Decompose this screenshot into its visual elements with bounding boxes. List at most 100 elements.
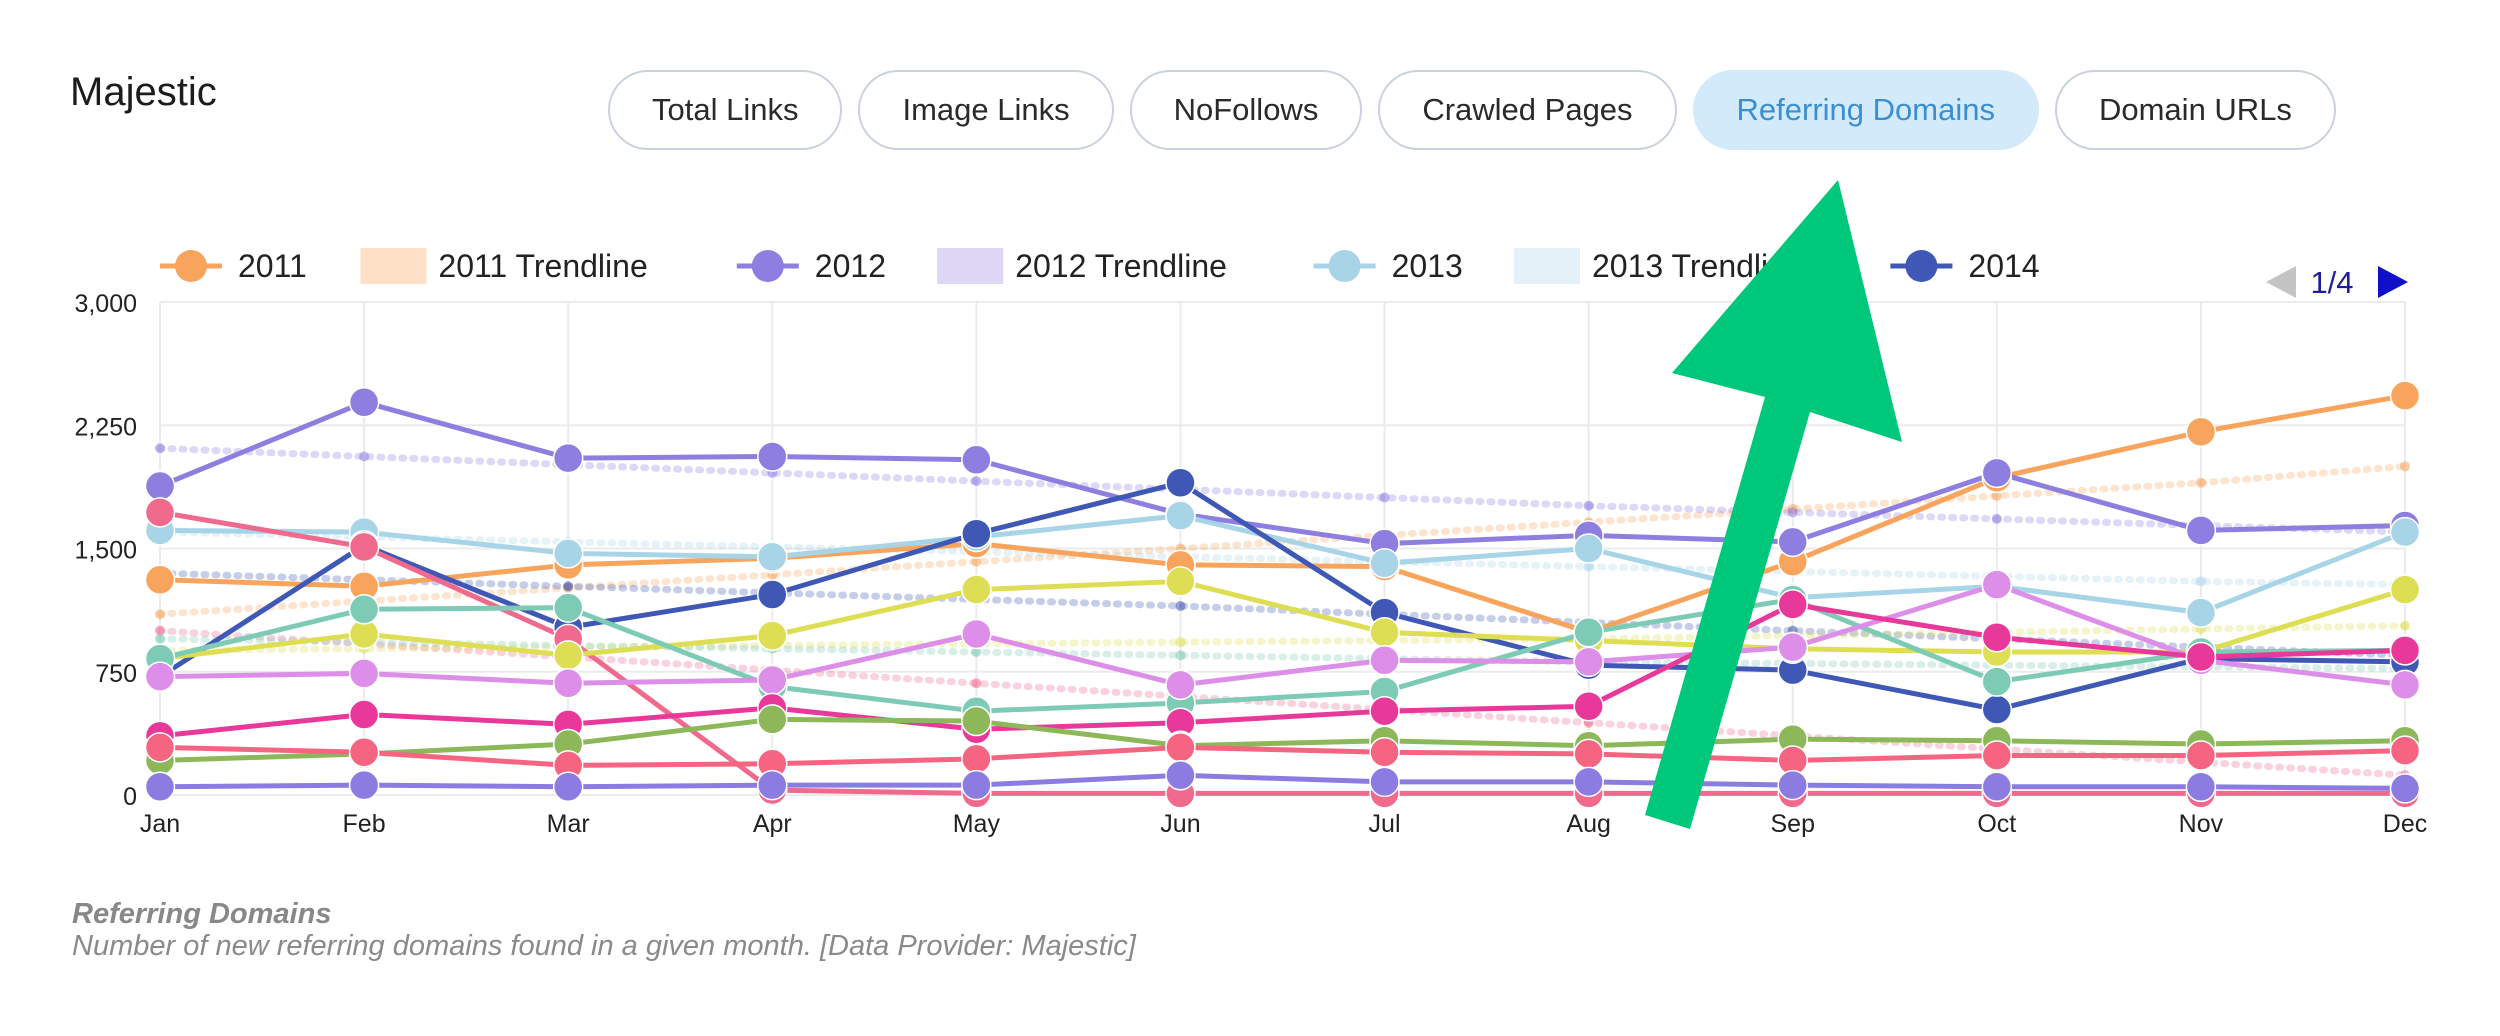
data-point: [1573, 691, 1604, 722]
chart-axes: 0 750 1,500 2,250 3,000 Jan Feb Mar Apr May Jun Jul…: [74, 290, 2427, 838]
data-point: [757, 541, 788, 572]
legend-next-icon[interactable]: [2378, 266, 2408, 298]
data-point: [1777, 631, 1808, 663]
trendline-point: [1379, 492, 1390, 503]
data-point: [757, 579, 788, 610]
data-point: [348, 769, 380, 801]
data-point: [348, 531, 380, 563]
data-point: [757, 704, 788, 735]
legend-band-swatch: [937, 248, 1004, 284]
data-point: [1981, 569, 2013, 600]
trendline-point: [1787, 507, 1798, 518]
trendline-6: [156, 635, 2409, 672]
series-line-0: [159, 393, 2406, 635]
data-point: [2185, 641, 2217, 673]
tab-domain-urls[interactable]: Domain URLs: [2054, 70, 2336, 150]
data-point: [552, 538, 584, 569]
data-point: [961, 618, 992, 650]
data-point: [961, 769, 992, 801]
data-point: [1369, 644, 1400, 676]
trendline-point: [155, 625, 165, 636]
data-point: [961, 444, 992, 476]
trendline-4: [156, 627, 2409, 779]
y-tick-label: 2,250: [74, 413, 137, 441]
y-tick-label: 750: [95, 660, 137, 688]
data-point: [1981, 457, 2013, 489]
trendline-point: [2400, 620, 2410, 631]
series-line-2: [159, 513, 2406, 616]
tab-nofollows[interactable]: NoFollows: [1129, 70, 1363, 150]
data-point: [552, 668, 584, 699]
data-point: [961, 518, 992, 549]
data-point: [1165, 669, 1196, 701]
tab-referring-domains[interactable]: Referring Domains: [1692, 70, 2039, 150]
series-line-6: [159, 596, 2406, 714]
data-point: [1777, 769, 1808, 801]
x-tick-label: Jan: [140, 810, 180, 838]
trendline-point: [971, 556, 982, 567]
data-point: [757, 620, 788, 651]
series-lines: [158, 393, 2406, 796]
x-tick-label: Oct: [1977, 810, 2016, 838]
x-tick-label: Jul: [1369, 810, 1401, 838]
trendline-1: [156, 444, 2409, 536]
data-point: [1573, 646, 1604, 678]
trendline-2: [156, 528, 2409, 589]
trendline-point: [2195, 576, 2206, 587]
tab-total-links[interactable]: Total Links: [608, 70, 843, 150]
series-line-5: [159, 578, 2406, 662]
data-point: [1573, 766, 1604, 798]
legend-item-2[interactable]: 2012: [736, 248, 886, 284]
trendline-point: [1175, 650, 1186, 661]
data-point: [348, 737, 380, 768]
x-tick-label: Nov: [2179, 810, 2224, 838]
series-line-4: [159, 509, 2405, 796]
series-points: [144, 380, 2421, 809]
data-point: [2389, 516, 2421, 548]
legend-label: 2011: [238, 248, 307, 284]
x-tick-label: Jun: [1160, 810, 1200, 838]
legend-item-6[interactable]: 2014: [1890, 248, 2040, 284]
legend-label: 2012 Trendline: [1015, 248, 1227, 284]
data-point: [144, 564, 176, 595]
legend-pager: 1/4: [2266, 265, 2408, 300]
data-point: [757, 441, 788, 472]
data-point: [1369, 766, 1400, 798]
data-point: [2185, 740, 2217, 771]
data-point: [1981, 621, 2013, 653]
tab-image-links[interactable]: Image Links: [858, 70, 1114, 150]
legend-page-indicator: 1/4: [2310, 265, 2353, 300]
series-line-8: [159, 601, 2406, 739]
data-point: [552, 592, 584, 623]
data-point: [1165, 566, 1196, 597]
legend-item-0[interactable]: 2011: [160, 248, 307, 284]
data-point: [144, 732, 176, 763]
data-point: [961, 574, 992, 605]
data-point: [2389, 735, 2421, 766]
data-point: [757, 769, 788, 801]
series-line-3: [158, 480, 2406, 713]
legend-item-4[interactable]: 2013: [1313, 248, 1463, 284]
x-tick-label: Apr: [753, 810, 792, 838]
legend-item-3[interactable]: 2012 Trendline: [937, 248, 1227, 284]
series-line-11: [159, 772, 2406, 791]
legend-item-1[interactable]: 2011 Trendline: [360, 248, 648, 284]
legend-prev-icon[interactable]: [2266, 266, 2296, 298]
data-point: [1165, 760, 1196, 791]
y-tick-label: 0: [123, 783, 137, 811]
series-line-9: [159, 716, 2406, 763]
trendline-point: [971, 647, 982, 658]
legend-label: 2014: [1968, 248, 2039, 284]
data-point: [1573, 533, 1604, 564]
data-point: [1165, 500, 1196, 531]
trendline-point: [1175, 601, 1186, 612]
trendline-point: [359, 451, 370, 462]
trendline-point: [1175, 637, 1186, 648]
tab-crawled-pages[interactable]: Crawled Pages: [1378, 70, 1677, 150]
referring-domains-chart: 2011 2011 Trendline 2012 2012 Trendline 2013…: [74, 248, 2427, 838]
metric-tabs: Total Links Image Links NoFollows Crawle…: [608, 70, 2336, 150]
data-point: [552, 771, 584, 803]
trendline-point: [155, 609, 165, 620]
data-point: [348, 699, 380, 730]
